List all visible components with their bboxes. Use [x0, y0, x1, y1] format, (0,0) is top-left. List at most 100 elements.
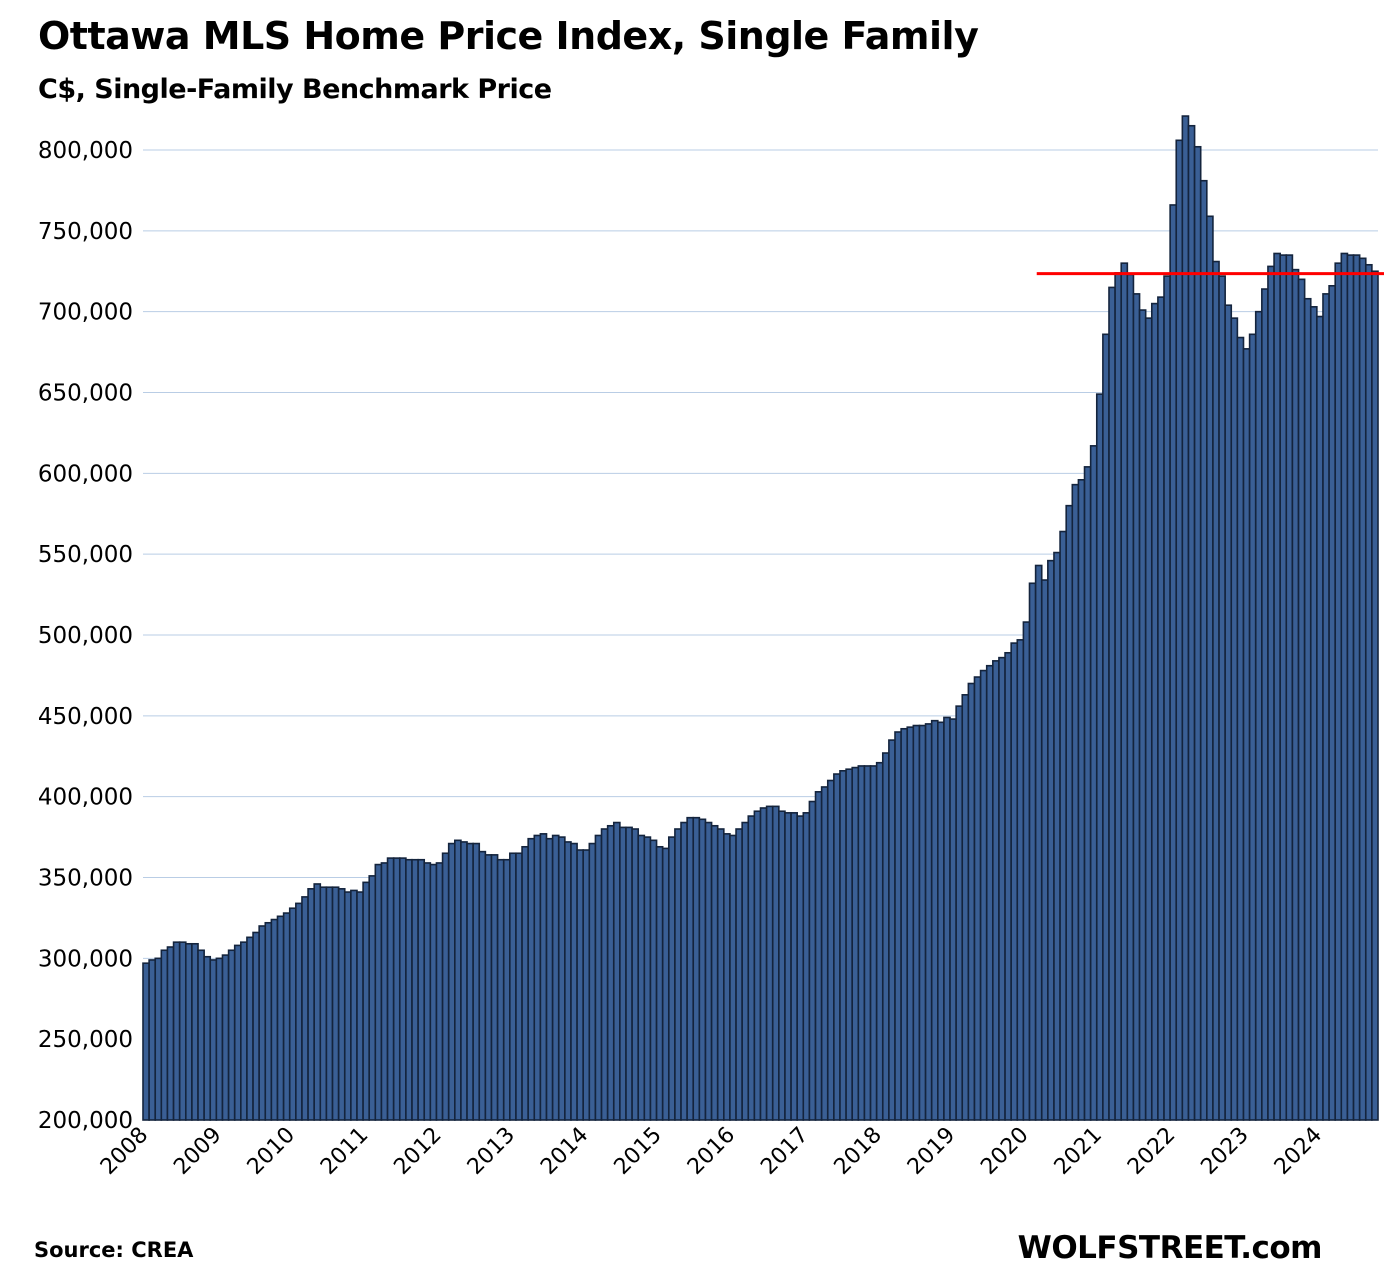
bar — [521, 845, 529, 1121]
bar — [1126, 273, 1135, 1121]
bar — [380, 862, 389, 1121]
bar — [337, 888, 346, 1121]
bar — [845, 768, 854, 1121]
bar — [698, 818, 707, 1121]
x-tick-label: 2023 — [1196, 1123, 1253, 1180]
y-tick-label: 200,000 — [38, 1108, 133, 1134]
bar — [227, 949, 236, 1121]
bar — [790, 812, 798, 1121]
bar — [356, 891, 364, 1121]
bar — [692, 816, 701, 1121]
bar — [545, 837, 554, 1121]
bar — [1004, 651, 1012, 1121]
bar — [600, 828, 609, 1121]
bar — [1138, 309, 1147, 1121]
bar — [1034, 564, 1043, 1121]
bar — [857, 765, 866, 1121]
x-tick-label: 2016 — [683, 1123, 740, 1180]
x-tick-label: 2020 — [976, 1123, 1033, 1180]
bar — [643, 836, 652, 1121]
bar — [1169, 204, 1178, 1121]
bar — [906, 726, 915, 1121]
bar — [894, 731, 902, 1121]
bar — [1040, 579, 1049, 1121]
bar — [1218, 275, 1226, 1121]
bar — [998, 656, 1006, 1121]
bar — [979, 669, 988, 1121]
bar — [1199, 179, 1208, 1121]
bar — [551, 834, 560, 1121]
bar — [1016, 639, 1025, 1121]
bar — [869, 765, 878, 1121]
bar — [716, 828, 725, 1121]
bar — [1132, 293, 1141, 1121]
x-tick-label: 2013 — [463, 1123, 520, 1180]
bar — [606, 824, 615, 1121]
bar — [1108, 286, 1116, 1121]
bar — [502, 858, 511, 1121]
bar — [612, 821, 621, 1121]
bar — [1028, 582, 1037, 1121]
bar — [191, 942, 199, 1121]
bar — [808, 800, 817, 1121]
bar — [778, 810, 786, 1121]
y-tick-label: 300,000 — [38, 946, 133, 972]
bar — [1010, 642, 1019, 1121]
bar — [1316, 315, 1324, 1121]
bar — [1053, 551, 1061, 1121]
bar — [1328, 284, 1337, 1121]
bar — [374, 863, 383, 1121]
bar — [735, 828, 743, 1121]
bar — [973, 676, 982, 1121]
bar — [943, 716, 951, 1121]
bar — [270, 918, 279, 1121]
bar — [637, 834, 646, 1121]
bar — [649, 839, 658, 1121]
bar — [392, 857, 401, 1121]
bar — [1291, 268, 1300, 1121]
x-axis-ticks: 2008 2009 2010 2011 2012 2013 2014 2015 2016 2017… — [96, 1123, 1327, 1180]
x-tick-label: 2018 — [830, 1123, 887, 1180]
x-tick-label: 2022 — [1123, 1123, 1180, 1180]
x-tick-label: 2024 — [1270, 1123, 1327, 1180]
bar — [570, 842, 578, 1121]
y-tick-label: 750,000 — [38, 219, 133, 245]
x-tick-label: 2009 — [169, 1123, 226, 1180]
bar — [833, 773, 841, 1121]
y-tick-label: 700,000 — [38, 300, 133, 326]
bar — [1303, 297, 1312, 1121]
bar — [594, 834, 603, 1121]
bar — [1120, 262, 1129, 1121]
bar — [1071, 483, 1080, 1121]
y-tick-label: 550,000 — [38, 542, 133, 568]
x-tick-label: 2010 — [243, 1123, 300, 1180]
y-tick-label: 350,000 — [38, 866, 133, 892]
bar — [386, 857, 395, 1121]
bar — [576, 849, 584, 1121]
x-tick-label: 2017 — [756, 1123, 813, 1180]
bar — [172, 941, 181, 1121]
bar — [258, 925, 267, 1121]
bar — [484, 854, 493, 1121]
bar — [564, 841, 572, 1121]
bar — [1181, 115, 1190, 1121]
bar — [148, 959, 157, 1121]
bar — [1334, 262, 1343, 1121]
y-axis-ticks: 200,000 250,000 300,000 350,000 400,000 450,0… — [38, 138, 133, 1134]
bar — [276, 915, 285, 1121]
bar — [1089, 445, 1098, 1121]
bar — [197, 949, 205, 1121]
bar — [655, 845, 664, 1121]
chart-title: Ottawa MLS Home Price Index, Single Fami… — [38, 14, 979, 58]
bar — [460, 841, 468, 1121]
bar — [1261, 288, 1269, 1121]
x-tick-label: 2019 — [903, 1123, 960, 1180]
y-tick-label: 650,000 — [38, 381, 133, 407]
bar — [368, 875, 377, 1121]
bar — [313, 883, 322, 1121]
bar — [252, 931, 260, 1121]
y-tick-label: 600,000 — [38, 461, 133, 487]
bar — [924, 723, 933, 1121]
y-tick-label: 400,000 — [38, 785, 133, 811]
bar — [1206, 215, 1214, 1121]
